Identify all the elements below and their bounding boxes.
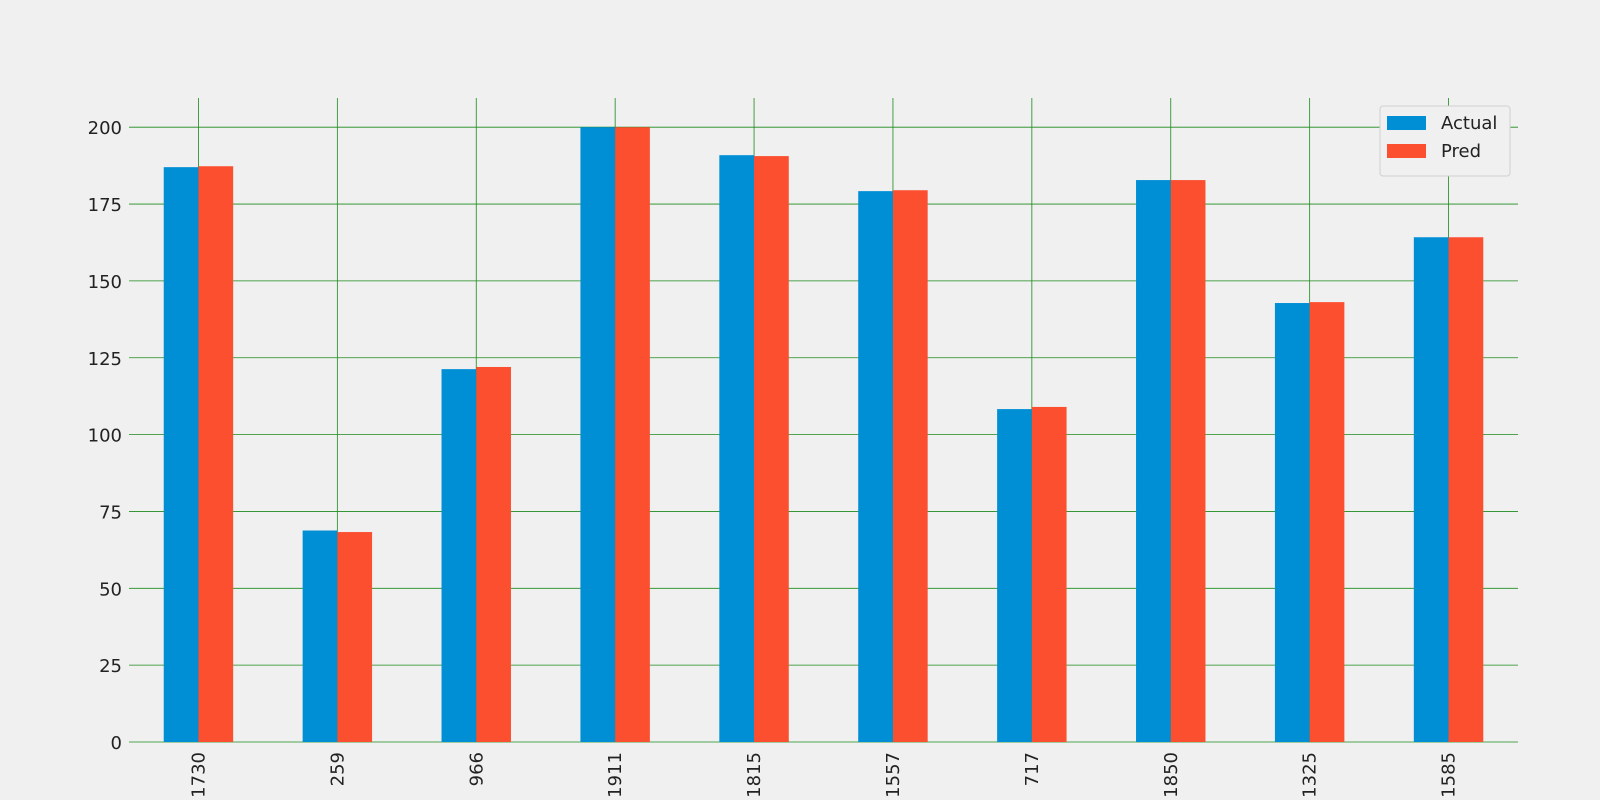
- bar: [858, 191, 893, 742]
- bar: [1413, 237, 1449, 742]
- bar: [997, 409, 1032, 742]
- x-tick-label: 1730: [188, 752, 209, 798]
- y-tick-label: 200: [88, 118, 122, 139]
- bar: [1274, 303, 1310, 742]
- y-tick-label: 0: [111, 733, 122, 754]
- bar: [198, 166, 234, 742]
- bar: [302, 530, 338, 742]
- legend-label: Actual: [1441, 113, 1497, 134]
- legend-swatch: [1387, 144, 1426, 158]
- bar: [1309, 302, 1345, 742]
- x-tick-label: 259: [327, 752, 348, 786]
- bars: [163, 127, 1484, 742]
- bar: [163, 167, 199, 742]
- bar: [476, 366, 511, 742]
- bar: [1031, 406, 1067, 742]
- x-tick-label: 1325: [1300, 752, 1321, 798]
- x-tick-label: 1557: [883, 752, 904, 798]
- bar: [615, 127, 650, 742]
- y-tick-label: 75: [99, 502, 122, 523]
- legend-swatch: [1387, 116, 1426, 130]
- y-tick-label: 175: [88, 195, 122, 216]
- legend-label: Pred: [1441, 141, 1481, 162]
- x-tick-label: 966: [466, 752, 487, 786]
- x-tick-label: 1815: [744, 752, 765, 798]
- y-tick-label: 50: [99, 579, 122, 600]
- y-tick-label: 125: [88, 349, 122, 370]
- x-tick-label: 717: [1022, 752, 1043, 786]
- x-tick-label: 1585: [1439, 752, 1460, 798]
- x-tick-label: 1850: [1161, 752, 1182, 798]
- bar: [441, 369, 477, 742]
- bar: [337, 532, 373, 742]
- bar: [580, 127, 616, 742]
- bar: [1170, 180, 1206, 742]
- bar: [1448, 237, 1484, 742]
- y-tick-label: 25: [99, 656, 122, 677]
- y-tick-label: 150: [88, 272, 122, 293]
- bar: [754, 156, 789, 742]
- bar: [1136, 180, 1171, 742]
- y-tick-label: 100: [88, 426, 122, 447]
- bar: [719, 155, 755, 742]
- x-tick-label: 1911: [605, 752, 626, 798]
- bar: [892, 190, 928, 742]
